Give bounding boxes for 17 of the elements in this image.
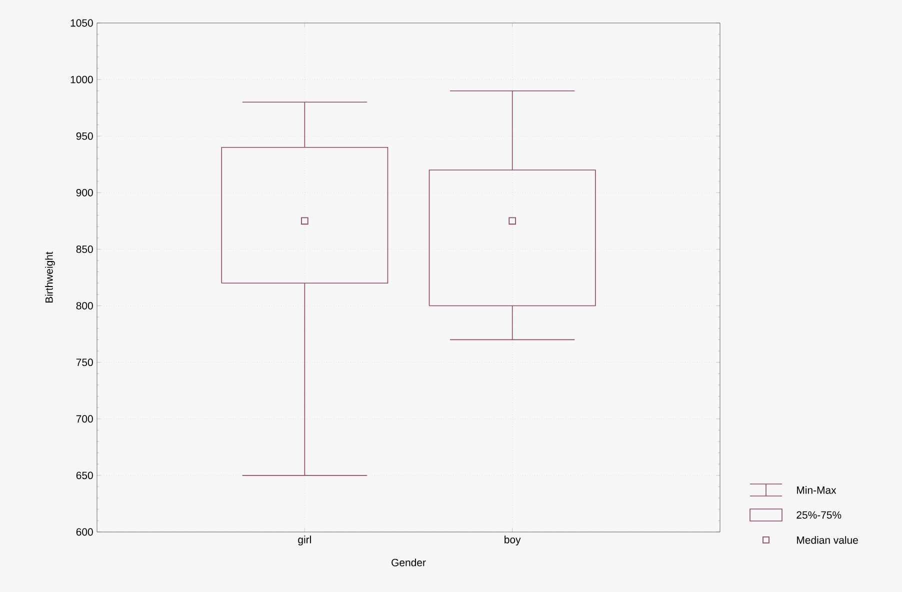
x-axis-title: Gender	[392, 558, 426, 566]
y-tick-label: 900	[76, 188, 93, 196]
y-tick-label: 600	[76, 528, 93, 536]
y-axis-title: Birthweight	[45, 252, 55, 302]
x-tick-label: girl	[298, 536, 311, 546]
y-tick-label: 1000	[70, 76, 93, 84]
y-tick-label: 650	[76, 472, 93, 480]
text: Min-Max	[797, 486, 836, 494]
x-tick-label: boy	[504, 536, 521, 546]
y-tick-label: 700	[76, 415, 93, 423]
y-tick-label: 1050	[70, 19, 93, 27]
y-tick-label: 800	[76, 302, 93, 310]
y-tick-label: 750	[76, 358, 93, 366]
y-tick-label: 950	[76, 132, 93, 140]
text: Median value	[797, 536, 858, 544]
y-tick-label: 850	[76, 246, 93, 253]
text: 25%-75%	[796, 511, 842, 519]
